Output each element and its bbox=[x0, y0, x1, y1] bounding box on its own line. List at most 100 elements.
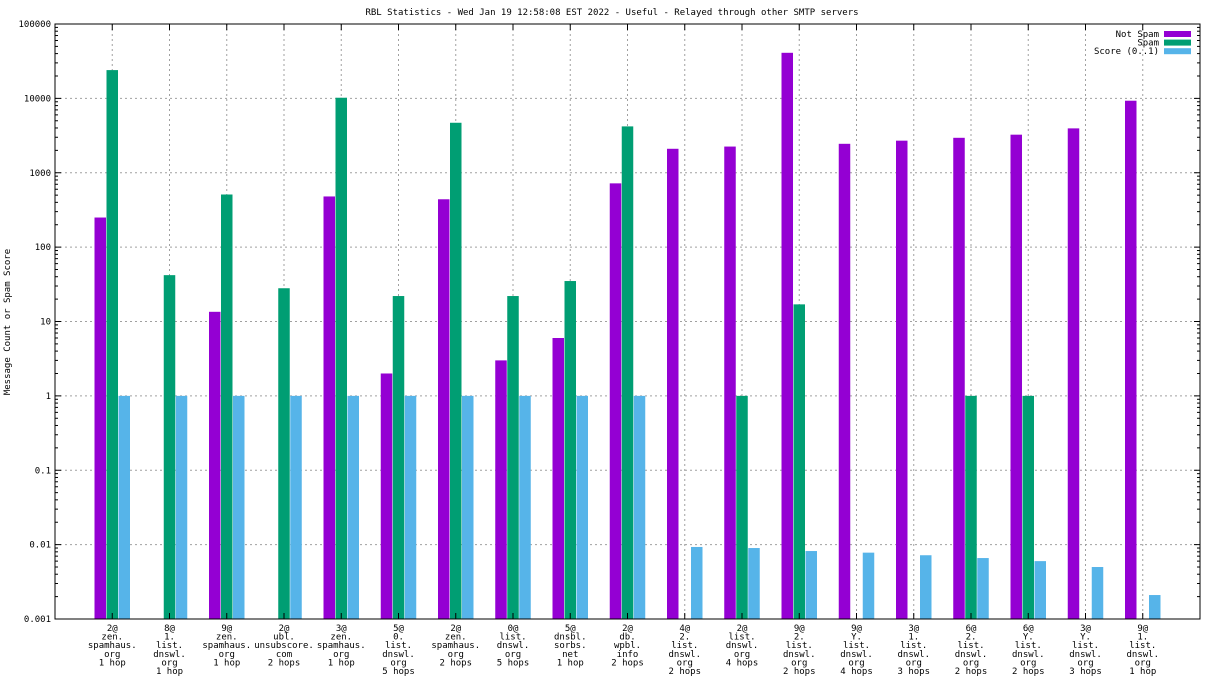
x-tick-label-line: 9@ bbox=[221, 624, 232, 634]
x-tick-label-line: list. bbox=[728, 633, 755, 643]
x-tick-label-line: spamhaus. bbox=[202, 641, 251, 651]
x-tick-label: 2@ db. wpbl. info 2 hops bbox=[611, 624, 644, 668]
x-tick-label-line: Y. bbox=[1080, 633, 1091, 643]
bar-score-0-1 bbox=[805, 551, 817, 619]
x-tick-label-line: list. bbox=[843, 641, 870, 651]
x-tick-label: 2@ zen. spamhaus. org 1 hop bbox=[88, 624, 137, 668]
bar-not-spam bbox=[552, 338, 564, 619]
bar-not-spam bbox=[94, 217, 106, 620]
x-tick-label-line: dnswl. bbox=[726, 641, 759, 651]
x-tick-label-line: org bbox=[734, 650, 750, 660]
bar-score-0-1 bbox=[404, 395, 417, 619]
y-tick-label: 0.01 bbox=[29, 541, 51, 551]
bar-spam bbox=[793, 304, 805, 619]
x-tick-label: 6@ Y. list. dnswl. org 2 hops bbox=[1012, 624, 1045, 677]
chart-title: RBL Statistics - Wed Jan 19 12:58:08 EST… bbox=[365, 8, 858, 18]
bar-spam bbox=[965, 395, 977, 619]
x-tick-label: 9@ 2. list. dnswl. org 2 hops bbox=[783, 624, 816, 677]
x-tick-label-line: dnswl. bbox=[153, 650, 186, 660]
x-tick-label: 5@ dnsbl. sorbs. net 1 hop bbox=[554, 624, 587, 668]
bar-score-0-1 bbox=[175, 395, 188, 619]
x-tick-label-line: dnsbl. bbox=[554, 633, 587, 643]
bar-spam bbox=[1022, 395, 1034, 619]
x-tick-label-line: 1. bbox=[164, 633, 175, 643]
x-tick-label-line: org bbox=[677, 658, 693, 668]
bar-spam bbox=[392, 296, 405, 619]
x-tick-label-line: 3 hops bbox=[1069, 667, 1102, 677]
x-tick-label-line: 2@ bbox=[450, 624, 461, 634]
bar-spam bbox=[163, 275, 176, 619]
legend-swatch bbox=[1164, 39, 1191, 46]
x-tick-label-line: ubl. bbox=[273, 633, 295, 643]
bar-score-0-1 bbox=[290, 395, 302, 619]
x-tick-label-line: 9@ bbox=[851, 624, 862, 634]
bar-score-0-1 bbox=[519, 395, 531, 619]
bar-spam bbox=[335, 97, 347, 620]
x-tick-label: 8@ 1. list. dnswl. org 1 hop bbox=[153, 624, 186, 677]
x-tick-label-line: 4 hops bbox=[840, 667, 873, 677]
y-axis-label: Message Count or Spam Score bbox=[3, 249, 13, 395]
x-tick-label-line: 5@ bbox=[393, 624, 404, 634]
bar-not-spam bbox=[667, 148, 679, 619]
x-tick-label-line: 2 hops bbox=[439, 658, 472, 668]
bar-not-spam bbox=[438, 199, 450, 620]
bar-score-0-1 bbox=[633, 395, 646, 619]
x-tick-label-line: 6@ bbox=[966, 624, 977, 634]
x-tick-label-line: 2 hops bbox=[611, 658, 644, 668]
x-tick-label-line: 4@ bbox=[679, 624, 690, 634]
bar-score-0-1 bbox=[1149, 595, 1161, 619]
bar-not-spam bbox=[1125, 100, 1137, 620]
y-tick-label: 100000 bbox=[18, 20, 51, 30]
bar-score-0-1 bbox=[977, 558, 989, 619]
bar-score-0-1 bbox=[691, 546, 703, 619]
y-tick-label: 1000 bbox=[29, 169, 51, 179]
legend-swatch bbox=[1164, 31, 1191, 37]
x-tick-label-line: 2. bbox=[794, 633, 805, 643]
x-tick-label-line: org bbox=[1135, 658, 1151, 668]
legend-label: Not Spam bbox=[1116, 30, 1159, 40]
x-tick-label-line: spamhaus. bbox=[431, 641, 480, 651]
x-tick-label-line: 0@ bbox=[508, 624, 519, 634]
x-tick-label-line: wpbl. bbox=[614, 641, 641, 651]
bar-score-0-1 bbox=[748, 548, 760, 619]
x-tick-label-line: zen. bbox=[445, 633, 467, 643]
bar-not-spam bbox=[1010, 134, 1022, 619]
x-tick-label-line: 4 hops bbox=[726, 658, 759, 668]
x-tick-label-line: 2@ bbox=[737, 624, 748, 634]
x-tick-label-line: 0. bbox=[393, 633, 404, 643]
x-tick-label-line: info bbox=[617, 650, 639, 660]
bar-not-spam bbox=[724, 146, 736, 619]
x-tick-label-line: Y. bbox=[1023, 633, 1034, 643]
x-tick-label-line: 2 hops bbox=[1012, 667, 1045, 677]
bar-score-0-1 bbox=[118, 395, 130, 619]
legend-label: Spam bbox=[1137, 39, 1159, 49]
x-tick-label-line: 2@ bbox=[279, 624, 290, 634]
x-tick-label-line: zen. bbox=[216, 633, 238, 643]
x-tick-label-line: org bbox=[906, 658, 922, 668]
x-tick-label: 3@ 1. list. dnswl. org 3 hops bbox=[897, 624, 930, 677]
x-tick-label-line: org bbox=[848, 658, 864, 668]
y-tick-label: 100 bbox=[35, 243, 51, 253]
bar-score-0-1 bbox=[576, 395, 588, 619]
x-tick-label-line: 5 hops bbox=[382, 667, 415, 677]
x-tick-label-line: net bbox=[562, 650, 578, 660]
bar-spam bbox=[621, 126, 634, 619]
x-tick-label: 4@ 2. list. dnswl. org 2 hops bbox=[668, 624, 701, 677]
bar-score-0-1 bbox=[1034, 561, 1046, 619]
y-tick-label: 10000 bbox=[24, 94, 51, 104]
plot-border bbox=[54, 23, 1201, 620]
bar-score-0-1 bbox=[233, 395, 245, 619]
x-tick-label-line: 8@ bbox=[164, 624, 175, 634]
x-tick-label-line: 9@ bbox=[794, 624, 805, 634]
x-tick-label-line: dnswl. bbox=[497, 641, 530, 651]
x-tick-label-line: 2. bbox=[966, 633, 977, 643]
bar-spam bbox=[106, 70, 118, 619]
x-tick-label-line: com bbox=[276, 650, 292, 660]
x-tick-label-line: 2 hops bbox=[955, 667, 988, 677]
bar-spam bbox=[221, 194, 233, 620]
legend-swatch bbox=[1164, 48, 1191, 55]
x-tick-label: 9@ 1. list. dnswl. org 1 hop bbox=[1126, 624, 1159, 677]
x-tick-label-line: 1 hop bbox=[99, 658, 126, 668]
